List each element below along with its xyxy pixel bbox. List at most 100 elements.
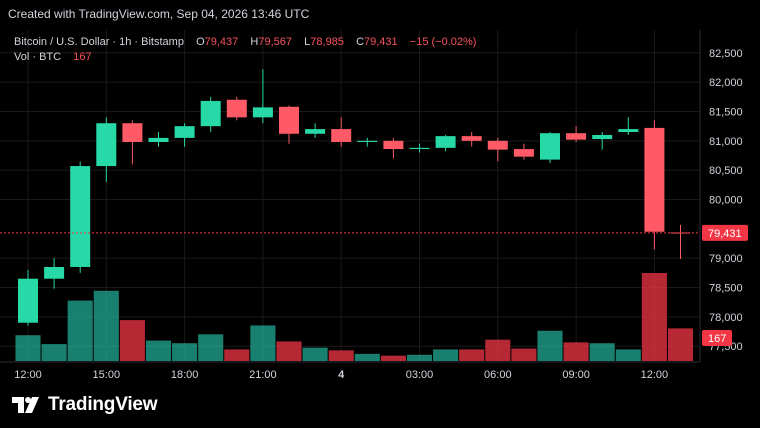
high-label: H bbox=[250, 36, 259, 48]
open-value: 79,437 bbox=[204, 36, 239, 48]
last-price-text: 79,431 bbox=[708, 228, 742, 240]
volume-bar bbox=[589, 343, 615, 361]
candle[interactable] bbox=[305, 123, 326, 138]
volume-bar bbox=[198, 334, 224, 361]
candle-body bbox=[644, 127, 665, 232]
time-tick-label: 4 bbox=[338, 369, 345, 381]
candle[interactable] bbox=[357, 137, 378, 147]
candle-body bbox=[540, 133, 560, 160]
volume-bar bbox=[667, 328, 694, 361]
candle[interactable] bbox=[174, 123, 195, 147]
time-tick-label: 09:00 bbox=[562, 369, 590, 381]
time-tick-label: 12:00 bbox=[14, 369, 42, 381]
candle-body bbox=[409, 147, 430, 150]
candle-body bbox=[435, 136, 456, 148]
candle[interactable] bbox=[331, 117, 352, 147]
candle-body bbox=[513, 149, 534, 157]
volume-bar bbox=[250, 325, 276, 361]
candle[interactable] bbox=[70, 161, 91, 273]
price-tick-label: 78,500 bbox=[709, 283, 743, 295]
low-value: 78,985 bbox=[310, 36, 344, 48]
tradingview-brand[interactable]: TradingView bbox=[12, 394, 158, 416]
high-value: 79,567 bbox=[258, 36, 293, 48]
volume-bar bbox=[433, 349, 459, 361]
candle-body bbox=[122, 123, 143, 142]
candle-body bbox=[305, 129, 326, 134]
volume-value: 167 bbox=[73, 51, 92, 63]
time-tick-label: 21:00 bbox=[249, 369, 277, 381]
chart-legend: Bitcoin / U.S. Dollar · 1h · Bitstamp O7… bbox=[14, 35, 476, 65]
candle[interactable] bbox=[618, 117, 639, 135]
chart-grid bbox=[0, 30, 700, 362]
volume-bar bbox=[93, 290, 119, 361]
candle[interactable] bbox=[540, 132, 560, 164]
close-label: C bbox=[356, 36, 365, 48]
price-tick-label: 82,500 bbox=[709, 48, 743, 60]
price-tick-label: 79,000 bbox=[709, 253, 743, 265]
chart-created-caption: Created with TradingView.com, Sep 04, 20… bbox=[8, 7, 310, 21]
volume-bar bbox=[145, 340, 172, 361]
candle-body bbox=[487, 140, 508, 150]
volume-bar bbox=[380, 355, 406, 361]
candle[interactable] bbox=[44, 258, 65, 289]
candle[interactable] bbox=[252, 69, 273, 124]
candle-body bbox=[226, 99, 247, 118]
volume-bar bbox=[328, 350, 354, 361]
candle-body bbox=[70, 166, 91, 267]
volume-bar bbox=[276, 341, 302, 361]
price-tick-label: 78,000 bbox=[709, 312, 743, 324]
candle[interactable] bbox=[18, 269, 38, 326]
volume-bar bbox=[485, 339, 511, 361]
volume-bar bbox=[67, 300, 93, 361]
candle[interactable] bbox=[435, 134, 456, 152]
candle[interactable] bbox=[644, 120, 665, 250]
symbol-description[interactable]: Bitcoin / U.S. Dollar · 1h · Bitstamp bbox=[14, 36, 184, 48]
close-value: 79,431 bbox=[364, 36, 398, 48]
candle[interactable] bbox=[461, 132, 482, 147]
candle[interactable] bbox=[513, 143, 534, 160]
volume-bars bbox=[15, 273, 694, 361]
volume-bar bbox=[15, 335, 41, 361]
last-price-label: 79,431 bbox=[702, 224, 748, 241]
volume-label[interactable]: Vol · BTC bbox=[14, 51, 62, 63]
candle[interactable] bbox=[487, 137, 508, 162]
volume-bar bbox=[511, 348, 537, 361]
low-label: L bbox=[304, 36, 311, 48]
volume-bar bbox=[41, 344, 67, 361]
tradingview-logo-icon bbox=[12, 397, 39, 413]
price-tick-label: 81,500 bbox=[709, 106, 743, 118]
candle[interactable] bbox=[409, 143, 430, 153]
volume-bar bbox=[172, 343, 198, 361]
candle-body bbox=[174, 126, 195, 138]
candle-body bbox=[279, 106, 299, 134]
candle[interactable] bbox=[122, 120, 143, 165]
time-tick-label: 15:00 bbox=[93, 369, 121, 381]
candle[interactable] bbox=[148, 132, 169, 147]
price-tick-label: 81,000 bbox=[709, 136, 743, 148]
candle[interactable] bbox=[670, 224, 691, 260]
time-tick-label: 06:00 bbox=[484, 369, 512, 381]
last-volume-badge bbox=[702, 330, 732, 346]
price-tick-label: 80,000 bbox=[709, 195, 743, 207]
candle[interactable] bbox=[592, 132, 613, 150]
price-tick-label: 82,000 bbox=[709, 77, 743, 89]
open-label: O bbox=[196, 36, 205, 48]
volume-bar bbox=[615, 349, 641, 361]
candle[interactable] bbox=[226, 96, 247, 121]
candle-body bbox=[566, 133, 587, 140]
candle[interactable] bbox=[200, 96, 221, 133]
time-tick-label: 18:00 bbox=[171, 369, 199, 381]
volume-bar bbox=[459, 349, 485, 361]
candle[interactable] bbox=[279, 105, 299, 144]
candle[interactable] bbox=[383, 137, 404, 159]
candle[interactable] bbox=[566, 126, 587, 142]
candle-body bbox=[331, 129, 352, 142]
volume-bar bbox=[354, 353, 380, 361]
candle-body bbox=[383, 140, 404, 150]
candle[interactable] bbox=[96, 117, 117, 182]
time-axis[interactable]: 12:00 15:00 18:00 21:00 4 03:00 06:00 09:00 12:0… bbox=[14, 369, 668, 381]
brand-name: TradingView bbox=[48, 394, 158, 415]
price-axis[interactable]: 82,500 82,000 81,500 81,000 80,500 80,000 79,0… bbox=[709, 48, 743, 353]
volume-bar bbox=[224, 349, 250, 361]
